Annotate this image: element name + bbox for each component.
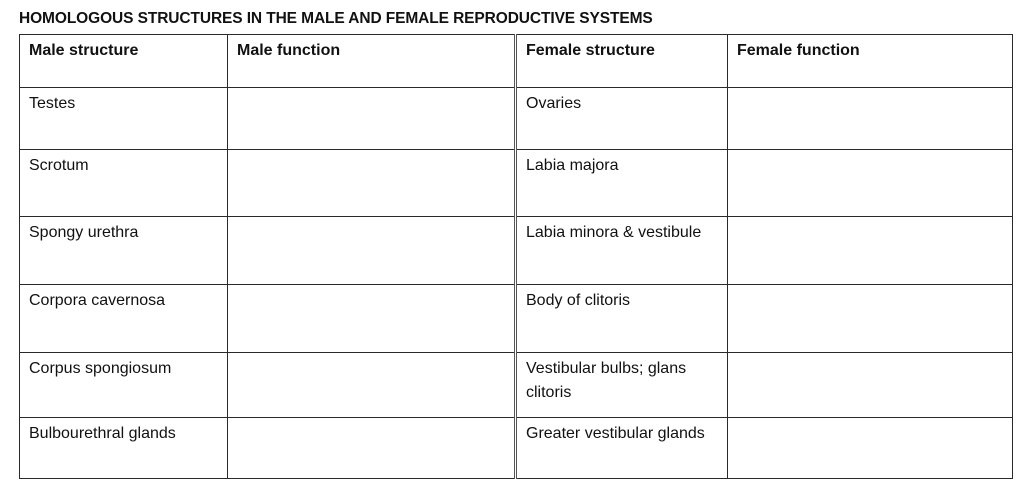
- male-function-cell[interactable]: [227, 216, 516, 285]
- table-row: Scrotum Labia majora: [19, 149, 1013, 217]
- table-row: Spongy urethra Labia minora & vestibule: [19, 216, 1013, 285]
- female-structure-cell: Labia majora: [514, 149, 728, 217]
- header-male-structure: Male structure: [19, 34, 228, 88]
- male-function-cell[interactable]: [227, 149, 516, 217]
- male-structure-cell: Testes: [19, 87, 228, 150]
- header-female-structure: Female structure: [514, 34, 728, 88]
- female-structure-cell: Greater vestibular glands: [514, 417, 728, 479]
- male-structure-cell: Scrotum: [19, 149, 228, 217]
- document-title: HOMOLOGOUS STRUCTURES IN THE MALE AND FE…: [19, 10, 653, 27]
- table-header-row: Male structure Male function Female stru…: [19, 34, 1013, 88]
- female-function-cell[interactable]: [727, 417, 1013, 479]
- female-function-cell[interactable]: [727, 87, 1013, 150]
- male-structure-cell: Bulbourethral glands: [19, 417, 228, 479]
- male-structure-cell: Corpus spongiosum: [19, 352, 228, 418]
- female-structure-cell: Ovaries: [514, 87, 728, 150]
- female-structure-cell: Labia minora & vestibule: [514, 216, 728, 285]
- female-structure-cell: Vestibular bulbs; glans clitoris: [514, 352, 728, 418]
- table-row: Corpora cavernosa Body of clitoris: [19, 284, 1013, 353]
- header-male-function: Male function: [227, 34, 516, 88]
- table-row: Testes Ovaries: [19, 87, 1013, 150]
- homologous-structures-table: Male structure Male function Female stru…: [19, 34, 1013, 479]
- male-structure-cell: Corpora cavernosa: [19, 284, 228, 353]
- female-function-cell[interactable]: [727, 284, 1013, 353]
- header-female-function: Female function: [727, 34, 1013, 88]
- female-function-cell[interactable]: [727, 216, 1013, 285]
- male-function-cell[interactable]: [227, 352, 516, 418]
- female-function-cell[interactable]: [727, 149, 1013, 217]
- table-row: Bulbourethral glands Greater vestibular …: [19, 417, 1013, 479]
- male-structure-cell: Spongy urethra: [19, 216, 228, 285]
- table-row: Corpus spongiosum Vestibular bulbs; glan…: [19, 352, 1013, 418]
- male-function-cell[interactable]: [227, 284, 516, 353]
- female-function-cell[interactable]: [727, 352, 1013, 418]
- female-structure-cell: Body of clitoris: [514, 284, 728, 353]
- male-function-cell[interactable]: [227, 87, 516, 150]
- male-function-cell[interactable]: [227, 417, 516, 479]
